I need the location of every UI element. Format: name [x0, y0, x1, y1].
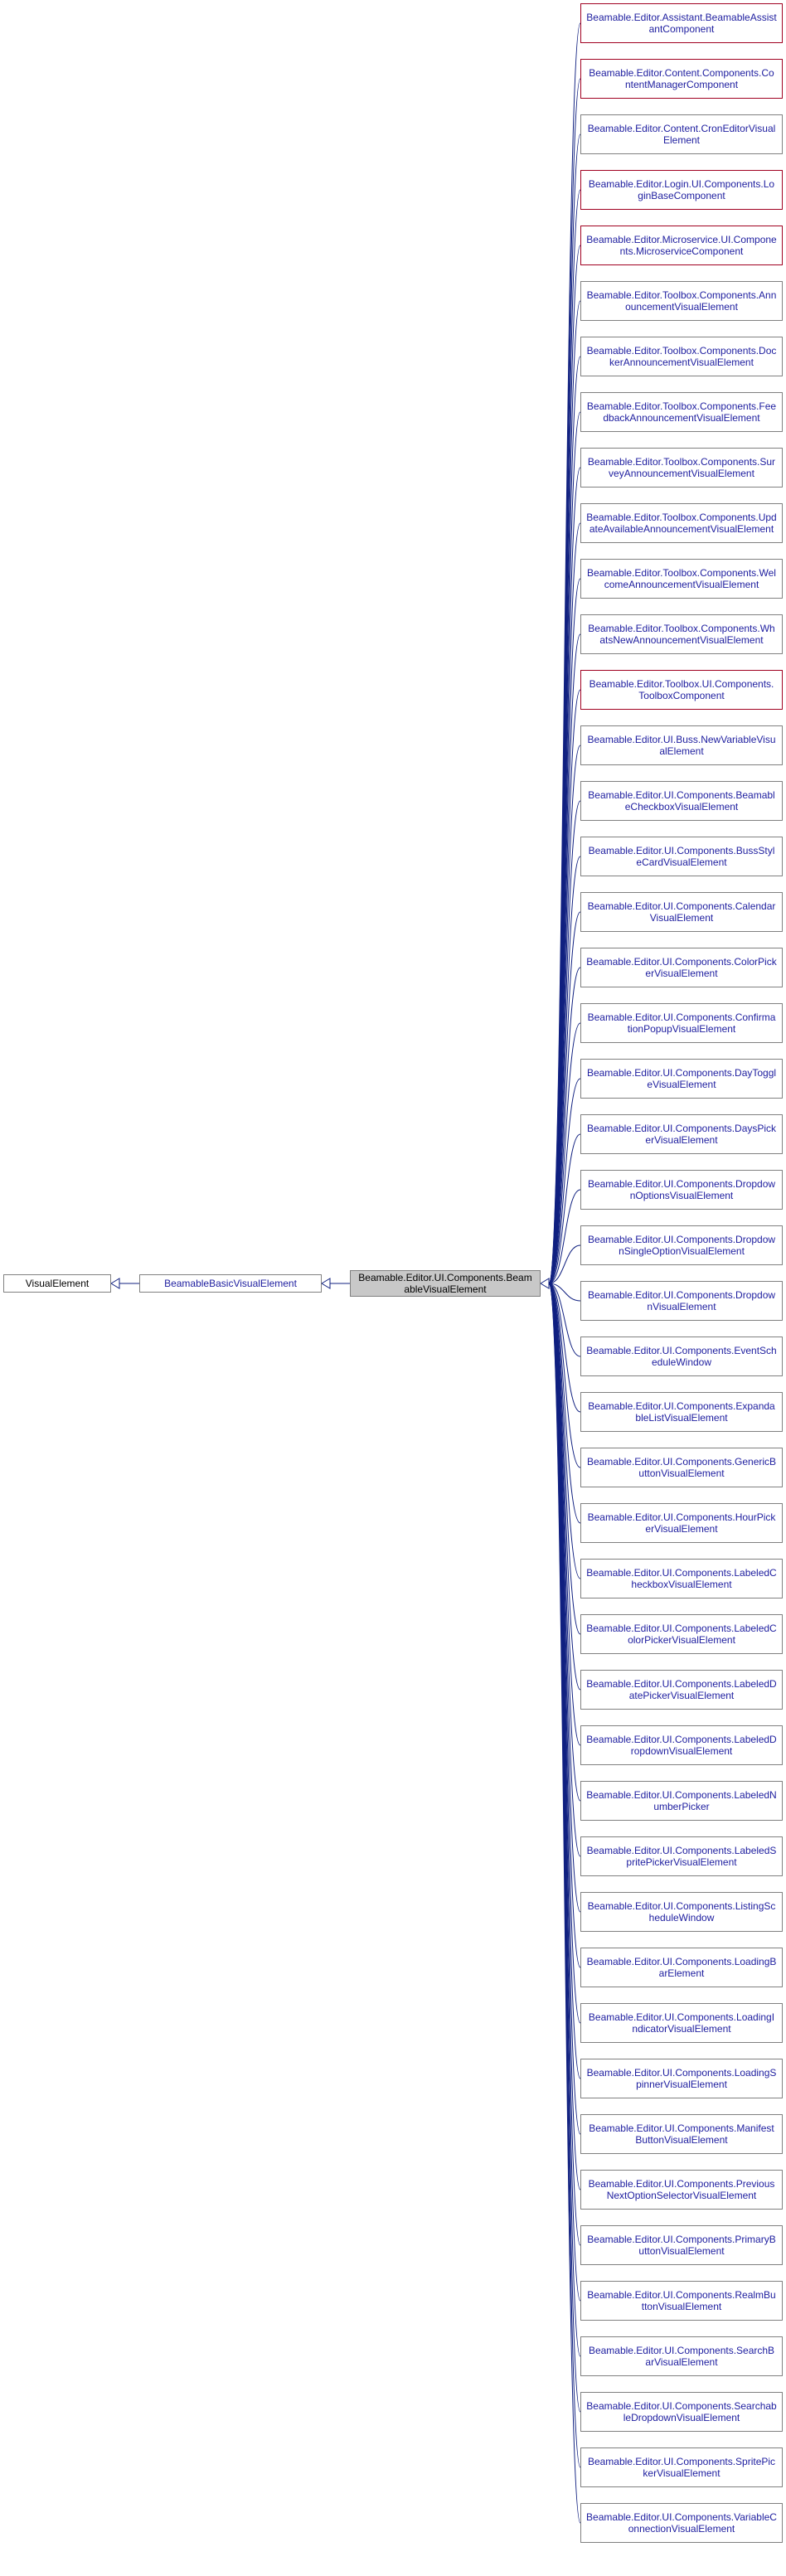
class-node-n10[interactable]: Beamable.Editor.Toolbox.Components.Updat…	[580, 503, 783, 543]
class-node-n43[interactable]: Beamable.Editor.UI.Components.SearchBarV…	[580, 2336, 783, 2376]
class-node-n34[interactable]: Beamable.Editor.UI.Components.LabeledSpr…	[580, 1836, 783, 1876]
class-node-n12[interactable]: Beamable.Editor.Toolbox.Components.Whats…	[580, 614, 783, 654]
class-node-n16[interactable]: Beamable.Editor.UI.Components.BussStyleC…	[580, 837, 783, 876]
class-node-n25[interactable]: Beamable.Editor.UI.Components.EventSched…	[580, 1337, 783, 1376]
class-node-n30[interactable]: Beamable.Editor.UI.Components.LabeledCol…	[580, 1614, 783, 1654]
class-node-n21[interactable]: Beamable.Editor.UI.Components.DaysPicker…	[580, 1114, 783, 1154]
class-node-beamablevisual: Beamable.Editor.UI.Components.BeamableVi…	[350, 1270, 541, 1297]
class-node-n45[interactable]: Beamable.Editor.UI.Components.SpritePick…	[580, 2447, 783, 2487]
class-node-n18[interactable]: Beamable.Editor.UI.Components.ColorPicke…	[580, 948, 783, 987]
class-node-n4[interactable]: Beamable.Editor.Login.UI.Components.Logi…	[580, 170, 783, 210]
class-node-n31[interactable]: Beamable.Editor.UI.Components.LabeledDat…	[580, 1670, 783, 1710]
class-node-n15[interactable]: Beamable.Editor.UI.Components.BeamableCh…	[580, 781, 783, 821]
class-node-n32[interactable]: Beamable.Editor.UI.Components.LabeledDro…	[580, 1725, 783, 1765]
class-node-n39[interactable]: Beamable.Editor.UI.Components.ManifestBu…	[580, 2114, 783, 2154]
class-node-beamablebasic[interactable]: BeamableBasicVisualElement	[139, 1274, 322, 1293]
class-node-n3[interactable]: Beamable.Editor.Content.CronEditorVisual…	[580, 114, 783, 154]
class-node-n38[interactable]: Beamable.Editor.UI.Components.LoadingSpi…	[580, 2059, 783, 2098]
class-node-n9[interactable]: Beamable.Editor.Toolbox.Components.Surve…	[580, 448, 783, 488]
class-node-n46[interactable]: Beamable.Editor.UI.Components.VariableCo…	[580, 2503, 783, 2543]
class-node-n1[interactable]: Beamable.Editor.Assistant.BeamableAssist…	[580, 3, 783, 43]
class-node-n2[interactable]: Beamable.Editor.Content.Components.Conte…	[580, 59, 783, 99]
class-node-n11[interactable]: Beamable.Editor.Toolbox.Components.Welco…	[580, 559, 783, 599]
class-node-n6[interactable]: Beamable.Editor.Toolbox.Components.Annou…	[580, 281, 783, 321]
class-node-n40[interactable]: Beamable.Editor.UI.Components.PreviousNe…	[580, 2170, 783, 2210]
class-node-n8[interactable]: Beamable.Editor.Toolbox.Components.Feedb…	[580, 392, 783, 432]
class-node-n23[interactable]: Beamable.Editor.UI.Components.DropdownSi…	[580, 1225, 783, 1265]
class-node-n41[interactable]: Beamable.Editor.UI.Components.PrimaryBut…	[580, 2225, 783, 2265]
class-node-n37[interactable]: Beamable.Editor.UI.Components.LoadingInd…	[580, 2003, 783, 2043]
class-node-n22[interactable]: Beamable.Editor.UI.Components.DropdownOp…	[580, 1170, 783, 1210]
class-node-n20[interactable]: Beamable.Editor.UI.Components.DayToggleV…	[580, 1059, 783, 1099]
class-node-n36[interactable]: Beamable.Editor.UI.Components.LoadingBar…	[580, 1948, 783, 1987]
class-node-n27[interactable]: Beamable.Editor.UI.Components.GenericBut…	[580, 1448, 783, 1487]
inheritance-diagram: VisualElement BeamableBasicVisualElement B…	[0, 0, 786, 2576]
class-node-n33[interactable]: Beamable.Editor.UI.Components.LabeledNum…	[580, 1781, 783, 1821]
class-node-n14[interactable]: Beamable.Editor.UI.Buss.NewVariableVisua…	[580, 725, 783, 765]
class-node-n26[interactable]: Beamable.Editor.UI.Components.Expandable…	[580, 1392, 783, 1432]
class-node-n19[interactable]: Beamable.Editor.UI.Components.Confirmati…	[580, 1003, 783, 1043]
class-node-n5[interactable]: Beamable.Editor.Microservice.UI.Componen…	[580, 226, 783, 265]
class-node-visualelement: VisualElement	[3, 1274, 111, 1293]
class-node-n7[interactable]: Beamable.Editor.Toolbox.Components.Docke…	[580, 337, 783, 376]
class-node-n44[interactable]: Beamable.Editor.UI.Components.Searchable…	[580, 2392, 783, 2432]
class-node-n35[interactable]: Beamable.Editor.UI.Components.ListingSch…	[580, 1892, 783, 1932]
class-node-n29[interactable]: Beamable.Editor.UI.Components.LabeledChe…	[580, 1559, 783, 1598]
class-node-n13[interactable]: Beamable.Editor.Toolbox.UI.Components.To…	[580, 670, 783, 710]
class-node-n42[interactable]: Beamable.Editor.UI.Components.RealmButto…	[580, 2281, 783, 2321]
class-node-n17[interactable]: Beamable.Editor.UI.Components.CalendarVi…	[580, 892, 783, 932]
class-node-n24[interactable]: Beamable.Editor.UI.Components.DropdownVi…	[580, 1281, 783, 1321]
class-node-n28[interactable]: Beamable.Editor.UI.Components.HourPicker…	[580, 1503, 783, 1543]
